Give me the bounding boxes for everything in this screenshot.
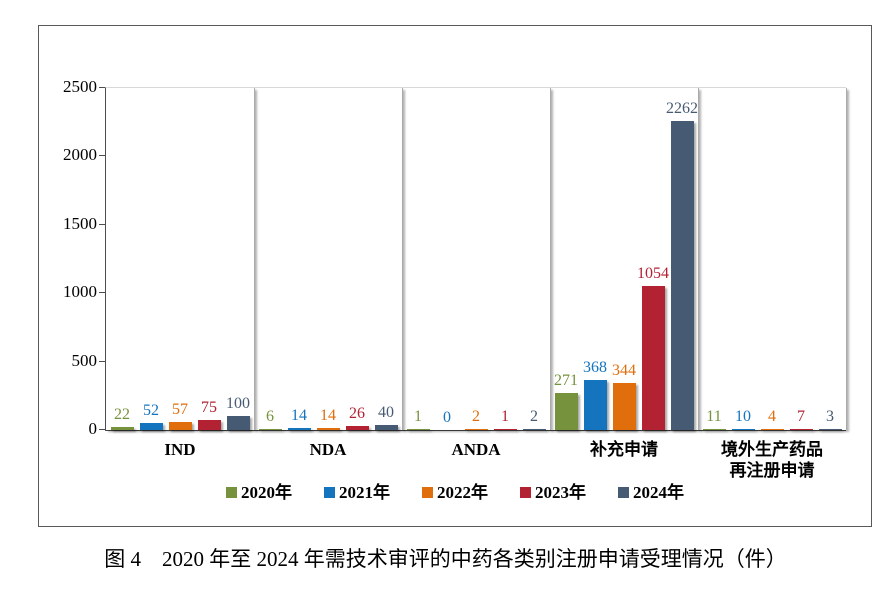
value-label: 271 — [554, 371, 578, 389]
bar — [374, 424, 398, 430]
y-axis-tick-mark — [99, 292, 105, 294]
category-panel: 6 14 14 26 40 NDA — [254, 88, 403, 459]
y-axis-tick-label: 1000 — [63, 282, 97, 302]
plot-area: 22 52 57 75 100 IND 6 14 14 26 40 NDA 1 0 2 1 2 ANDA 271 36… — [105, 87, 847, 480]
value-label: 2 — [530, 408, 538, 425]
y-axis-tick-label: 2000 — [63, 145, 97, 165]
value-label: 4 — [768, 408, 776, 425]
chart-frame: 0 500 1000 1500 2000 2500 22 52 57 75 100 IND 6 14 14… — [38, 25, 872, 527]
category-panel: 1 0 2 1 2 ANDA — [402, 88, 551, 459]
value-label: 14 — [320, 407, 336, 425]
legend-item: 2021年 — [324, 484, 390, 501]
legend-label: 2020年 — [241, 483, 292, 502]
value-label: 26 — [349, 405, 365, 423]
category-label: IND — [164, 440, 196, 459]
category-panel: 11 10 4 7 3 境外生产药品 再注册申请 — [698, 88, 847, 480]
bar — [612, 382, 636, 430]
category-label: ANDA — [451, 440, 501, 459]
bar — [760, 429, 784, 430]
bar — [731, 428, 755, 430]
bar — [493, 429, 517, 430]
legend-label: 2024年 — [633, 483, 684, 502]
value-label: 52 — [143, 401, 159, 419]
legend-item: 2023年 — [520, 484, 586, 501]
value-label: 40 — [378, 403, 394, 421]
legend-label: 2022年 — [437, 483, 488, 502]
value-label: 10 — [735, 407, 751, 425]
bar — [583, 379, 607, 430]
y-axis-tick-mark — [99, 429, 105, 430]
y-axis-tick-label: 1500 — [63, 213, 97, 233]
y-axis-tick-label: 0 — [88, 419, 98, 438]
value-label: 2262 — [666, 99, 698, 117]
category-label: NDA — [309, 440, 347, 459]
category-panel: 22 52 57 75 100 IND — [106, 88, 255, 459]
value-label: 1 — [501, 408, 509, 425]
bar — [168, 422, 192, 430]
legend-swatch-icon — [324, 487, 335, 498]
bar — [258, 429, 282, 430]
bar — [554, 392, 578, 430]
bar — [522, 429, 546, 430]
y-axis-tick-label: 2500 — [63, 77, 97, 96]
chart-legend: 2020年 2021年 2022年 2023年 2024年 — [39, 484, 871, 501]
bar — [818, 429, 842, 430]
bar — [226, 416, 250, 430]
bar — [110, 427, 134, 430]
value-label: 368 — [583, 358, 607, 376]
value-label: 7 — [797, 408, 805, 425]
bar — [464, 429, 488, 430]
value-label: 1 — [414, 408, 422, 425]
y-axis-tick-label: 500 — [71, 350, 98, 370]
bar — [702, 428, 726, 430]
figure-caption: 图 4 2020 年至 2024 年需技术审评的中药各类别注册申请受理情况（件） — [104, 547, 787, 571]
value-label: 14 — [291, 407, 307, 425]
value-label: 6 — [266, 408, 274, 425]
legend-swatch-icon — [422, 487, 433, 498]
legend-item: 2020年 — [226, 484, 292, 501]
value-label: 100 — [226, 395, 250, 413]
legend-swatch-icon — [520, 487, 531, 498]
y-axis-tick-mark — [99, 155, 105, 157]
bar — [139, 422, 163, 430]
value-label: 2 — [472, 408, 480, 425]
legend-swatch-icon — [618, 487, 629, 498]
legend-label: 2023年 — [535, 483, 586, 502]
bar — [287, 428, 311, 430]
value-label: 1054 — [637, 264, 669, 282]
legend-item: 2024年 — [618, 484, 684, 501]
value-label: 344 — [612, 361, 636, 379]
bar — [641, 285, 665, 430]
category-panel: 271 368 344 1054 2262 补充申请 — [550, 88, 699, 459]
value-label: 3 — [826, 408, 834, 425]
bar — [670, 120, 694, 430]
y-axis-tick-mark — [99, 223, 105, 225]
value-label: 11 — [706, 407, 722, 425]
bar — [197, 419, 221, 430]
category-label: 境外生产药品 再注册申请 — [721, 440, 823, 480]
bar — [345, 426, 369, 430]
bar — [316, 428, 340, 430]
legend-swatch-icon — [226, 487, 237, 498]
category-label: 补充申请 — [590, 440, 658, 459]
bar — [789, 429, 813, 430]
value-label: 57 — [172, 401, 188, 419]
value-label: 0 — [443, 409, 451, 426]
legend-label: 2021年 — [339, 483, 390, 502]
value-label: 75 — [201, 398, 217, 416]
bar — [406, 429, 430, 430]
y-axis-tick-mark — [99, 87, 105, 88]
y-axis-tick-mark — [99, 360, 105, 362]
legend-item: 2022年 — [422, 484, 488, 501]
value-label: 22 — [114, 406, 130, 423]
